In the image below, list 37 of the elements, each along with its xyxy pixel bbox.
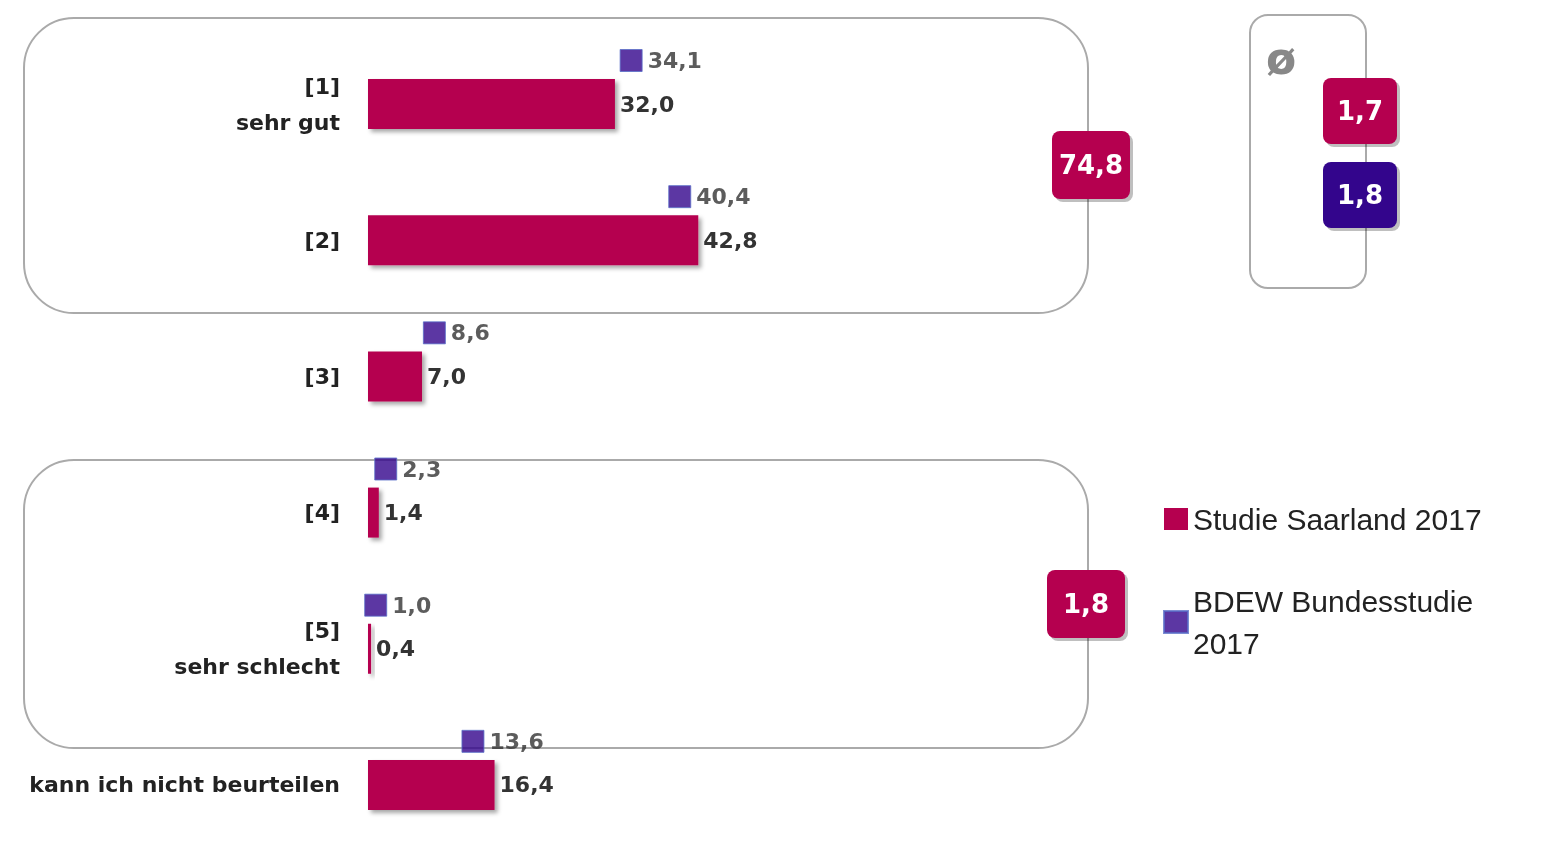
- data-label: 16,4: [499, 772, 554, 798]
- data-label: 34,1: [647, 48, 702, 74]
- data-label: 7,0: [427, 363, 466, 389]
- text: 1,8: [1062, 589, 1110, 619]
- legend-label: Studie Saarland 2017: [1193, 502, 1482, 536]
- y-tick-label: [1] sehr gut: [235, 73, 341, 135]
- y-tick-label: [5] sehr schlecht: [174, 618, 341, 680]
- data-label: 13,6: [489, 728, 544, 754]
- bar: [368, 215, 699, 266]
- bar: [368, 759, 495, 810]
- text: 74,8: [1058, 150, 1124, 180]
- legend-label: BDEW Bundesstudie 2017: [1193, 584, 1482, 660]
- bar: [368, 487, 379, 538]
- text: 1,7: [1336, 96, 1384, 126]
- text: 1,8: [1336, 180, 1384, 210]
- data-label: 0,4: [376, 636, 416, 662]
- bar: [368, 79, 615, 130]
- y-tick-label: [2]: [304, 227, 340, 253]
- point: [461, 729, 485, 753]
- bar: [368, 351, 423, 402]
- data-label: 1,4: [383, 500, 423, 526]
- y-tick-label: kann ich nicht beurteilen: [29, 772, 340, 798]
- point: [619, 49, 643, 73]
- data-label: 40,4: [696, 184, 751, 210]
- point: [374, 457, 398, 481]
- bar: [368, 623, 372, 674]
- data-label: 32,0: [619, 91, 675, 117]
- data-label: 1,0: [392, 592, 432, 618]
- data-label: 42,8: [703, 227, 758, 253]
- data-label: 8,6: [450, 320, 490, 346]
- point: [422, 321, 446, 345]
- point: [364, 593, 388, 617]
- point: [668, 185, 692, 209]
- data-label: 2,3: [402, 456, 442, 482]
- y-tick-label: [4]: [304, 500, 340, 526]
- y-tick-label: [3]: [304, 363, 340, 389]
- text: ø: [1265, 32, 1297, 84]
